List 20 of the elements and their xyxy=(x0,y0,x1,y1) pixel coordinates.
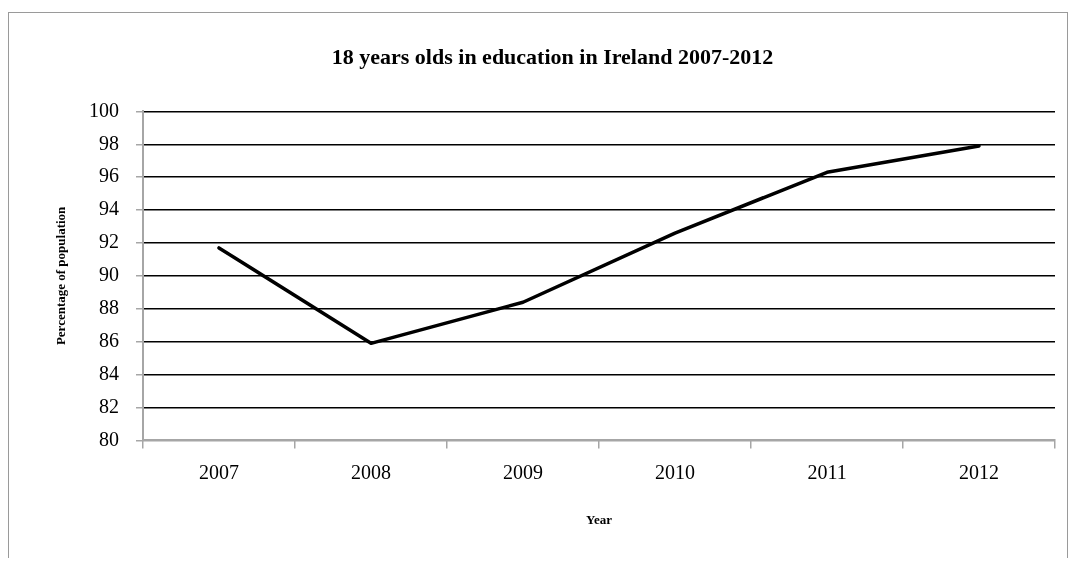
x-axis-title: Year xyxy=(586,511,613,527)
y-tick-label: 84 xyxy=(99,361,119,384)
y-tick-label: 80 xyxy=(99,427,119,450)
x-tick-label: 2009 xyxy=(503,460,543,483)
y-tick-label: 98 xyxy=(99,131,119,154)
x-tick-label: 2012 xyxy=(959,460,999,483)
y-axis-title: Percentage of population xyxy=(53,205,69,346)
x-tick-label: 2007 xyxy=(199,460,239,483)
y-tick-label: 86 xyxy=(99,328,119,351)
y-tick-label: 94 xyxy=(99,197,119,220)
x-tick-label: 2011 xyxy=(807,460,847,483)
y-tick-label: 82 xyxy=(99,394,119,417)
y-tick-label: 96 xyxy=(99,164,119,187)
y-tick-label: 90 xyxy=(99,263,119,286)
x-tick-label: 2010 xyxy=(655,460,695,483)
y-tick-label: 100 xyxy=(89,98,119,121)
y-tick-label: 88 xyxy=(99,296,119,319)
x-tick-label: 2008 xyxy=(351,460,391,483)
chart-title: 18 years olds in education in Ireland 2007-2012 xyxy=(331,43,774,69)
y-tick-label: 92 xyxy=(99,230,119,253)
